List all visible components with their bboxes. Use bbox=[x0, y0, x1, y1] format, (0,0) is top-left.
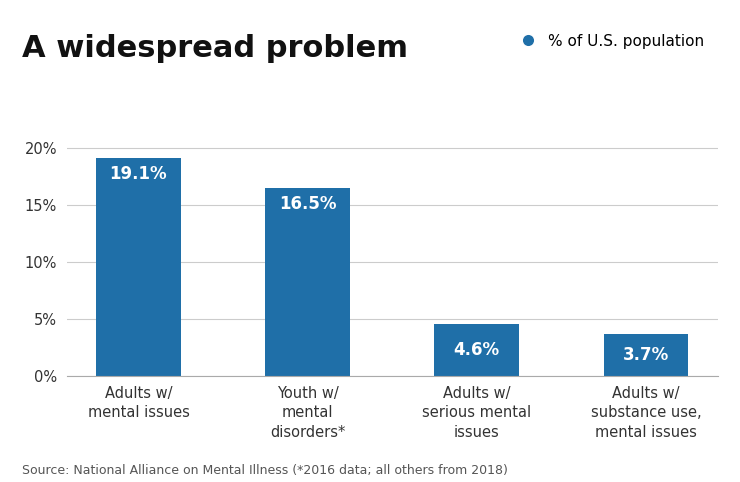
Text: 3.7%: 3.7% bbox=[623, 346, 669, 364]
Text: 16.5%: 16.5% bbox=[279, 195, 337, 213]
Text: 19.1%: 19.1% bbox=[110, 165, 167, 183]
Bar bbox=[266, 188, 350, 376]
Text: A widespread problem: A widespread problem bbox=[22, 34, 408, 63]
Bar bbox=[604, 334, 688, 376]
Text: 4.6%: 4.6% bbox=[454, 341, 500, 359]
Bar bbox=[434, 323, 519, 376]
Bar bbox=[96, 159, 181, 376]
Text: Source: National Alliance on Mental Illness (*2016 data; all others from 2018): Source: National Alliance on Mental Illn… bbox=[22, 464, 508, 477]
Legend: % of U.S. population: % of U.S. population bbox=[507, 27, 710, 55]
